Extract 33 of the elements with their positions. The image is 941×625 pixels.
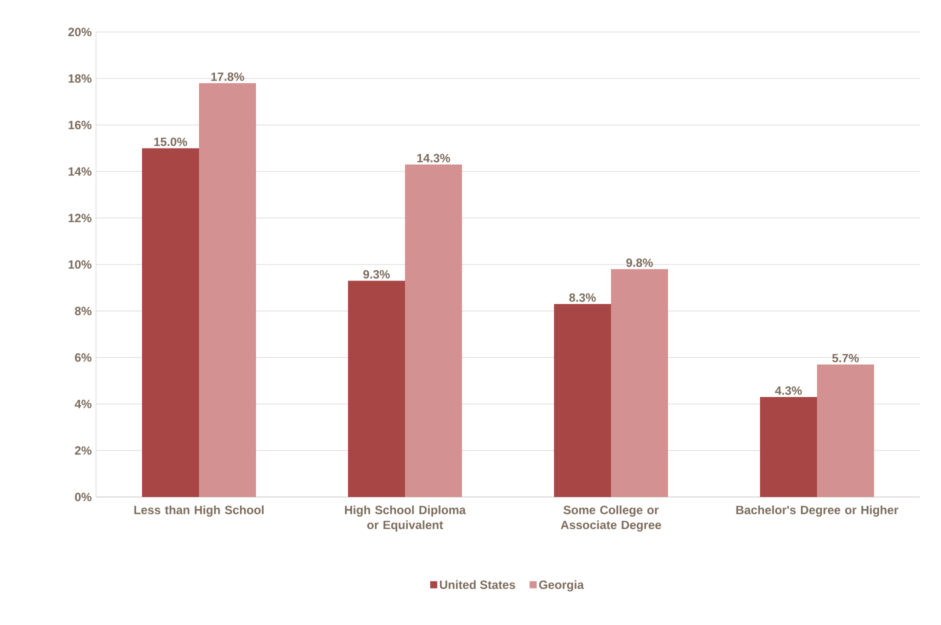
y-tick-label: 4% <box>74 400 92 408</box>
y-tick-label: 6% <box>74 353 92 362</box>
x-tick-label: Less than High School <box>134 505 264 517</box>
y-tick-label: 0% <box>75 492 92 502</box>
data-label: 9.8% <box>626 258 653 267</box>
legend-label: Georgia <box>539 580 584 592</box>
data-label: 5.7% <box>832 354 859 362</box>
bar <box>817 364 874 497</box>
data-label: 9.3% <box>363 270 390 279</box>
y-tick-label: 18% <box>68 74 92 83</box>
y-tick-label: 2% <box>74 446 92 455</box>
bar <box>760 397 818 497</box>
bar <box>348 280 406 497</box>
x-tick-label: High School Diploma or Equivalent <box>345 505 466 532</box>
y-tick-label: 12% <box>68 214 92 222</box>
x-tick-label: Some College or Associate Degree <box>560 505 662 532</box>
data-label: 4.3% <box>775 386 802 395</box>
legend-label: United States <box>440 580 516 590</box>
y-tick-label: 20% <box>68 28 92 36</box>
data-label: 8.3% <box>569 293 596 302</box>
data-label: 14.3% <box>417 154 450 162</box>
bar <box>554 304 612 497</box>
x-tick-label: Bachelor's Degree or Higher <box>736 505 898 517</box>
y-tick-label: 14% <box>68 167 92 176</box>
y-tick-label: 16% <box>68 120 92 130</box>
y-tick-label: 8% <box>74 306 92 316</box>
bar <box>199 83 256 497</box>
bar <box>142 148 199 497</box>
data-label: 15.0% <box>154 138 188 146</box>
y-tick-label: 10% <box>68 260 92 269</box>
data-label: 17.8% <box>211 72 244 81</box>
bar <box>611 269 668 497</box>
bar <box>405 164 462 497</box>
